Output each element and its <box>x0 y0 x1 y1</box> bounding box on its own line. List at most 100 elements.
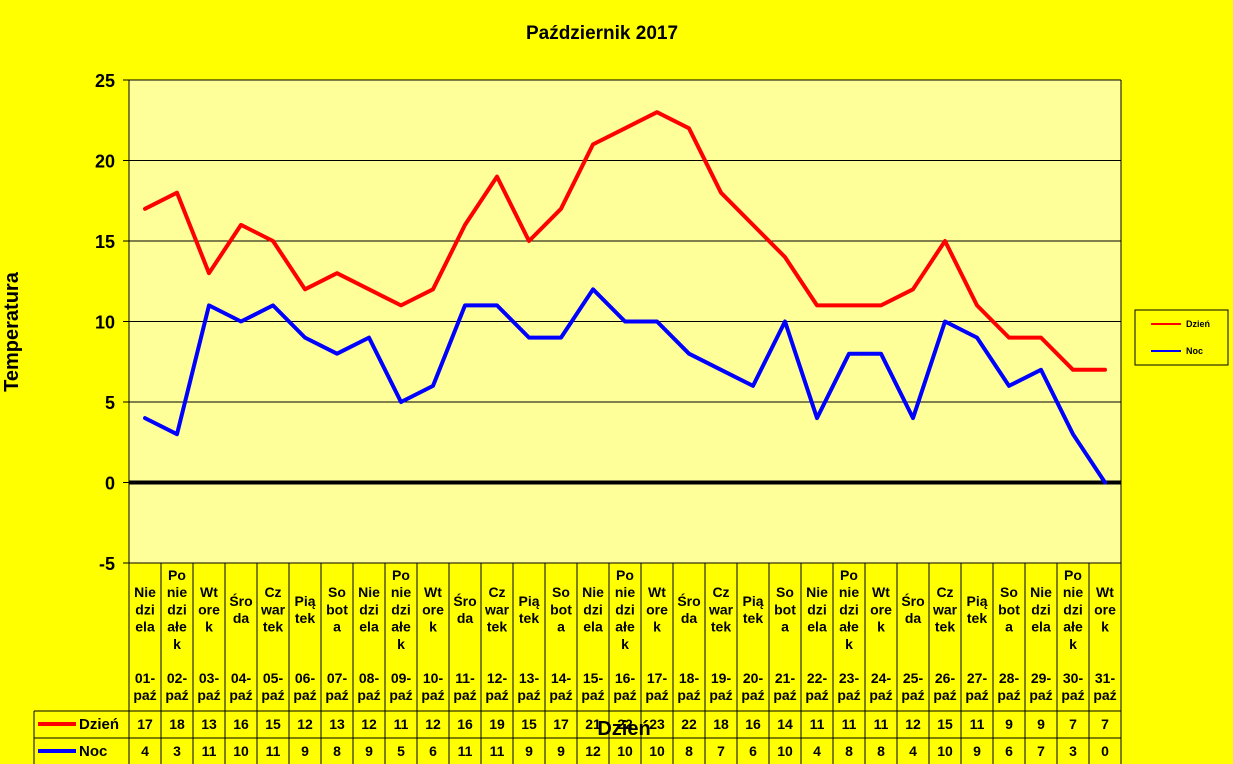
y-axis-label: Temperatura <box>1 271 23 392</box>
category-date-label: paź <box>581 687 604 703</box>
category-day-label: nie <box>391 584 411 600</box>
category-date-label: 18- <box>679 670 700 686</box>
category-day-label: dzi <box>135 601 154 617</box>
table-value: 11 <box>970 716 985 732</box>
y-tick-label: 20 <box>95 152 115 172</box>
category-date-label: paź <box>357 687 380 703</box>
table-value: 9 <box>557 743 565 759</box>
table-value: 4 <box>141 743 149 759</box>
legend-label: Dzień <box>1186 319 1210 329</box>
table-value: 6 <box>749 743 757 759</box>
y-tick-label: 25 <box>95 71 115 91</box>
category-date-label: paź <box>421 687 444 703</box>
category-day-label: dzi <box>359 601 378 617</box>
table-value: 11 <box>810 716 825 732</box>
table-value: 12 <box>361 716 377 732</box>
category-day-label: bot <box>998 601 1020 617</box>
category-day-label: Pią <box>966 593 987 609</box>
category-date-label: paź <box>773 687 796 703</box>
category-date-label: 25- <box>903 670 924 686</box>
table-value: 9 <box>1037 716 1045 732</box>
table-value: 11 <box>874 716 889 732</box>
table-value: 10 <box>777 743 793 759</box>
category-day-label: Wt <box>424 584 442 600</box>
category-date-label: 26- <box>935 670 956 686</box>
category-day-label: Cz <box>936 584 953 600</box>
category-day-label: ore <box>198 601 220 617</box>
category-date-label: 15- <box>583 670 604 686</box>
table-value: 11 <box>394 716 409 732</box>
category-date-label: paź <box>965 687 988 703</box>
category-day-label: dzi <box>615 601 634 617</box>
category-day-label: Nie <box>1030 584 1052 600</box>
y-tick-label: -5 <box>99 554 115 574</box>
category-day-label: da <box>457 610 474 626</box>
table-value: 12 <box>905 716 921 732</box>
table-value: 12 <box>297 716 313 732</box>
category-day-label: da <box>905 610 922 626</box>
category-day-label: tek <box>935 619 955 635</box>
category-date-label: paź <box>517 687 540 703</box>
category-date-label: paź <box>1093 687 1116 703</box>
category-day-label: Cz <box>488 584 505 600</box>
category-day-label: a <box>333 619 341 635</box>
table-value: 22 <box>681 716 697 732</box>
category-date-label: paź <box>549 687 572 703</box>
category-date-label: 16- <box>615 670 636 686</box>
table-value: 15 <box>265 716 281 732</box>
category-day-label: k <box>621 636 629 652</box>
category-day-label: nie <box>1063 584 1083 600</box>
table-value: 12 <box>425 716 441 732</box>
table-value: 4 <box>909 743 917 759</box>
category-day-label: Pią <box>294 593 315 609</box>
y-tick-label: 15 <box>95 232 115 252</box>
category-day-label: Wt <box>872 584 890 600</box>
table-value: 11 <box>842 716 857 732</box>
table-value: 21 <box>585 716 601 732</box>
category-day-label: Wt <box>648 584 666 600</box>
category-date-label: 22- <box>807 670 828 686</box>
table-value: 8 <box>845 743 853 759</box>
table-value: 7 <box>1069 716 1077 732</box>
category-day-label: dzi <box>807 601 826 617</box>
category-date-label: 07- <box>327 670 348 686</box>
category-day-label: k <box>205 619 213 635</box>
category-day-label: ałe <box>167 619 187 635</box>
category-date-label: paź <box>453 687 476 703</box>
category-date-label: 31- <box>1095 670 1116 686</box>
category-date-label: 29- <box>1031 670 1052 686</box>
category-day-label: dzi <box>583 601 602 617</box>
category-day-label: k <box>1069 636 1077 652</box>
category-date-label: 08- <box>359 670 380 686</box>
category-day-label: k <box>653 619 661 635</box>
category-day-label: da <box>233 610 250 626</box>
category-date-label: paź <box>837 687 860 703</box>
category-day-label: bot <box>326 601 348 617</box>
category-date-label: 12- <box>487 670 508 686</box>
category-date-label: 10- <box>423 670 444 686</box>
table-value: 19 <box>489 716 505 732</box>
table-value: 4 <box>813 743 821 759</box>
category-day-label: Pią <box>742 593 763 609</box>
category-date-label: paź <box>677 687 700 703</box>
table-value: 16 <box>233 716 249 732</box>
category-date-label: paź <box>1061 687 1084 703</box>
category-date-label: 02- <box>167 670 188 686</box>
category-day-label: Nie <box>358 584 380 600</box>
category-date-label: paź <box>869 687 892 703</box>
category-date-label: paź <box>229 687 252 703</box>
table-value: 8 <box>877 743 885 759</box>
category-day-label: tek <box>711 619 731 635</box>
table-value: 3 <box>1069 743 1077 759</box>
category-date-label: paź <box>709 687 732 703</box>
category-date-label: paź <box>325 687 348 703</box>
category-day-label: da <box>681 610 698 626</box>
category-date-label: paź <box>165 687 188 703</box>
category-date-label: 30- <box>1063 670 1084 686</box>
category-day-label: tek <box>487 619 507 635</box>
category-day-label: Nie <box>134 584 156 600</box>
category-date-label: paź <box>901 687 924 703</box>
category-day-label: war <box>932 601 958 617</box>
category-day-label: war <box>260 601 286 617</box>
category-day-label: tek <box>295 610 315 626</box>
